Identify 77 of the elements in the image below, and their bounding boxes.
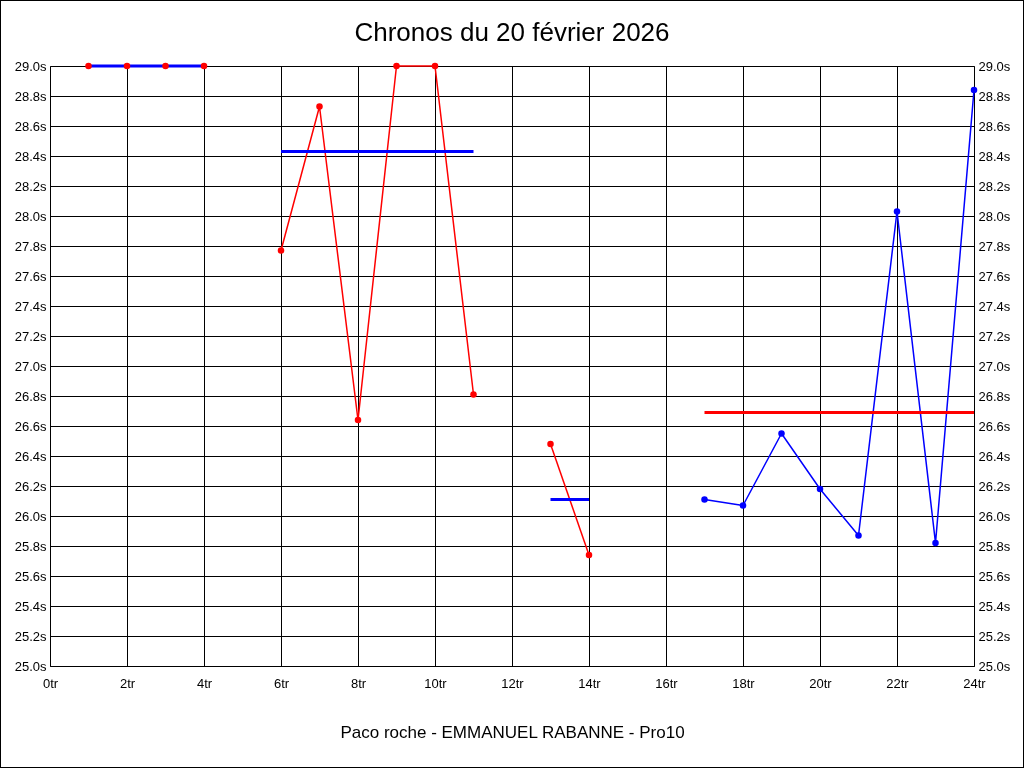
x-tick-label: 18tr [732, 675, 756, 691]
y2-tick-label: 29.0s [978, 58, 1011, 74]
chart-title: Chronos du 20 février 2026 [354, 17, 670, 47]
y2-tick-label: 26.0s [978, 508, 1011, 524]
y-tick-label: 27.2s [14, 328, 47, 344]
point [970, 86, 978, 94]
y-tick-label: 27.0s [14, 358, 47, 374]
y-tick-label: 28.4s [14, 148, 47, 164]
point [431, 62, 439, 70]
y-tick-label: 26.6s [14, 418, 47, 434]
x-tick-label: 8tr [350, 675, 367, 691]
y2-tick-label: 27.2s [978, 328, 1011, 344]
point [354, 416, 362, 424]
point [778, 430, 785, 437]
x-tick-label: 10tr [424, 675, 448, 691]
y-tick-label: 26.8s [14, 388, 47, 404]
y2-tick-label: 26.6s [978, 418, 1011, 434]
y2-tick-label: 28.0s [978, 208, 1011, 224]
x-tick-label: 4tr [196, 675, 213, 691]
y-tick-label: 27.6s [14, 268, 47, 284]
x-tick-label: 20tr [809, 675, 833, 691]
y2-tick-label: 25.4s [978, 598, 1011, 614]
y2-tick-label: 27.0s [978, 358, 1011, 374]
point [123, 62, 131, 70]
point [893, 208, 901, 215]
point [585, 551, 593, 559]
point [393, 62, 400, 70]
point [855, 532, 862, 539]
point [200, 62, 208, 70]
point [470, 391, 477, 398]
x-axis-title: Paco roche - EMMANUEL RABANNE - Pro10 [340, 722, 685, 742]
y2-tick-label: 27.8s [978, 238, 1011, 254]
y2-tick-label: 27.4s [978, 298, 1011, 314]
y2-tick-label: 25.6s [978, 568, 1011, 584]
y-tick-label: 26.0s [14, 508, 47, 524]
y2-tick-label: 28.6s [978, 118, 1011, 134]
y-tick-label: 28.8s [14, 88, 47, 104]
point [739, 502, 747, 509]
x-tick-label: 14tr [578, 675, 602, 691]
y-tick-label: 25.0s [14, 658, 47, 674]
y2-tick-label: 28.4s [978, 148, 1011, 164]
x-tick-label: 6tr [273, 675, 290, 691]
point [162, 62, 169, 70]
x-tick-label: 12tr [501, 675, 525, 691]
y2-tick-label: 26.4s [978, 448, 1011, 464]
point [85, 62, 92, 70]
y-tick-label: 26.2s [14, 478, 47, 494]
y2-tick-label: 26.2s [978, 478, 1011, 494]
y-tick-label: 25.6s [14, 568, 47, 584]
x-tick-label: 0tr [42, 675, 59, 691]
y-tick-label: 25.8s [14, 538, 47, 554]
y-tick-label: 25.4s [14, 598, 47, 614]
y2-tick-label: 26.8s [978, 388, 1011, 404]
y-tick-label: 28.2s [14, 178, 47, 194]
y2-tick-label: 25.8s [978, 538, 1011, 554]
x-tick-label: 24tr [963, 675, 987, 691]
point [932, 539, 939, 547]
point [316, 103, 323, 110]
y-tick-label: 27.4s [14, 298, 47, 314]
y-tick-label: 26.4s [14, 448, 47, 464]
x-tick-label: 22tr [886, 675, 910, 691]
y2-tick-label: 28.8s [978, 88, 1011, 104]
point [547, 440, 554, 448]
y2-tick-label: 28.2s [978, 178, 1011, 194]
point [277, 247, 285, 254]
y-tick-label: 25.2s [14, 628, 47, 644]
x-tick-label: 2tr [119, 675, 136, 691]
y-tick-label: 28.0s [14, 208, 47, 224]
y-tick-label: 28.6s [14, 118, 47, 134]
point [816, 485, 824, 493]
y-tick-label: 27.8s [14, 238, 47, 254]
x-tick-label: 16tr [655, 675, 679, 691]
point [701, 496, 708, 503]
y2-tick-label: 25.0s [978, 658, 1011, 674]
y2-tick-label: 25.2s [978, 628, 1011, 644]
y-tick-label: 29.0s [14, 58, 47, 74]
y2-tick-label: 27.6s [978, 268, 1011, 284]
